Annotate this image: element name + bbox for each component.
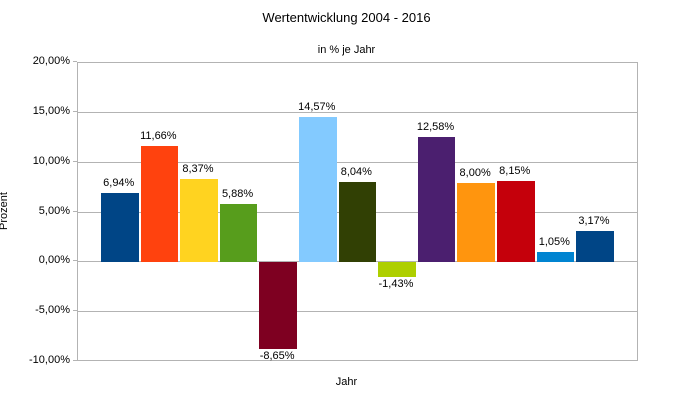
y-axis-tick-label: 5,00% bbox=[38, 204, 70, 217]
gridline bbox=[78, 161, 637, 163]
y-axis-tick-mark bbox=[73, 160, 77, 162]
y-axis-tick-mark bbox=[73, 310, 77, 312]
bar-2013 bbox=[457, 182, 495, 263]
bar-value-label-2011: -1,43% bbox=[378, 277, 414, 290]
bar-2005 bbox=[140, 146, 179, 263]
bar-value-label-2016: 3,17% bbox=[578, 214, 610, 227]
bar-value-label-2014: 8,15% bbox=[499, 165, 531, 178]
bar-2008 bbox=[259, 262, 297, 349]
y-axis-tick-label: 15,00% bbox=[32, 104, 70, 117]
y-axis-tick-label: -10,00% bbox=[29, 354, 70, 366]
bar-value-label-2010: 8,04% bbox=[340, 166, 372, 179]
gridline bbox=[78, 311, 637, 313]
bar-2007 bbox=[219, 203, 258, 263]
bar-value-label-2007: 5,88% bbox=[221, 187, 254, 200]
bar-2015 bbox=[536, 251, 575, 263]
bar-2004 bbox=[101, 193, 139, 263]
bar-2010 bbox=[338, 182, 377, 263]
y-axis-tick-mark bbox=[73, 360, 77, 361]
bar-value-label-2012: 12,58% bbox=[416, 120, 455, 133]
y-axis-tick-mark bbox=[73, 61, 77, 62]
plot-area bbox=[77, 62, 638, 361]
bar-2009 bbox=[299, 117, 337, 263]
bar-value-label-2005: 11,66% bbox=[140, 130, 177, 143]
bar-2016 bbox=[576, 230, 614, 263]
gridline bbox=[78, 111, 637, 113]
bar-2014 bbox=[497, 181, 535, 263]
bar-value-label-2008: -8,65% bbox=[259, 349, 295, 362]
x-axis-title: Jahr bbox=[335, 376, 358, 388]
y-axis-tick-mark bbox=[73, 210, 77, 212]
y-axis-tick-label: 10,00% bbox=[32, 154, 70, 167]
bar-2006 bbox=[180, 178, 218, 263]
bar-value-label-2013: 8,00% bbox=[459, 166, 491, 179]
chart-subtitle: in % je Jahr bbox=[317, 44, 376, 56]
y-axis-title: Prozent bbox=[0, 192, 10, 230]
bar-2012 bbox=[417, 136, 456, 263]
bar-value-label-2015: 1,05% bbox=[538, 235, 570, 248]
y-axis-tick-label: 20,00% bbox=[32, 55, 70, 67]
bar-value-label-2004: 6,94% bbox=[103, 177, 135, 190]
bar-value-label-2006: 8,37% bbox=[182, 162, 214, 175]
y-axis-tick-label: -5,00% bbox=[35, 304, 70, 317]
chart-title: Wertentwicklung 2004 - 2016 bbox=[262, 10, 431, 25]
bar-2011 bbox=[378, 262, 416, 277]
y-axis-tick-mark bbox=[73, 260, 77, 262]
bar-value-label-2009: 14,57% bbox=[298, 101, 336, 114]
y-axis-tick-label: 0,00% bbox=[38, 254, 70, 267]
y-axis-tick-mark bbox=[73, 110, 77, 112]
